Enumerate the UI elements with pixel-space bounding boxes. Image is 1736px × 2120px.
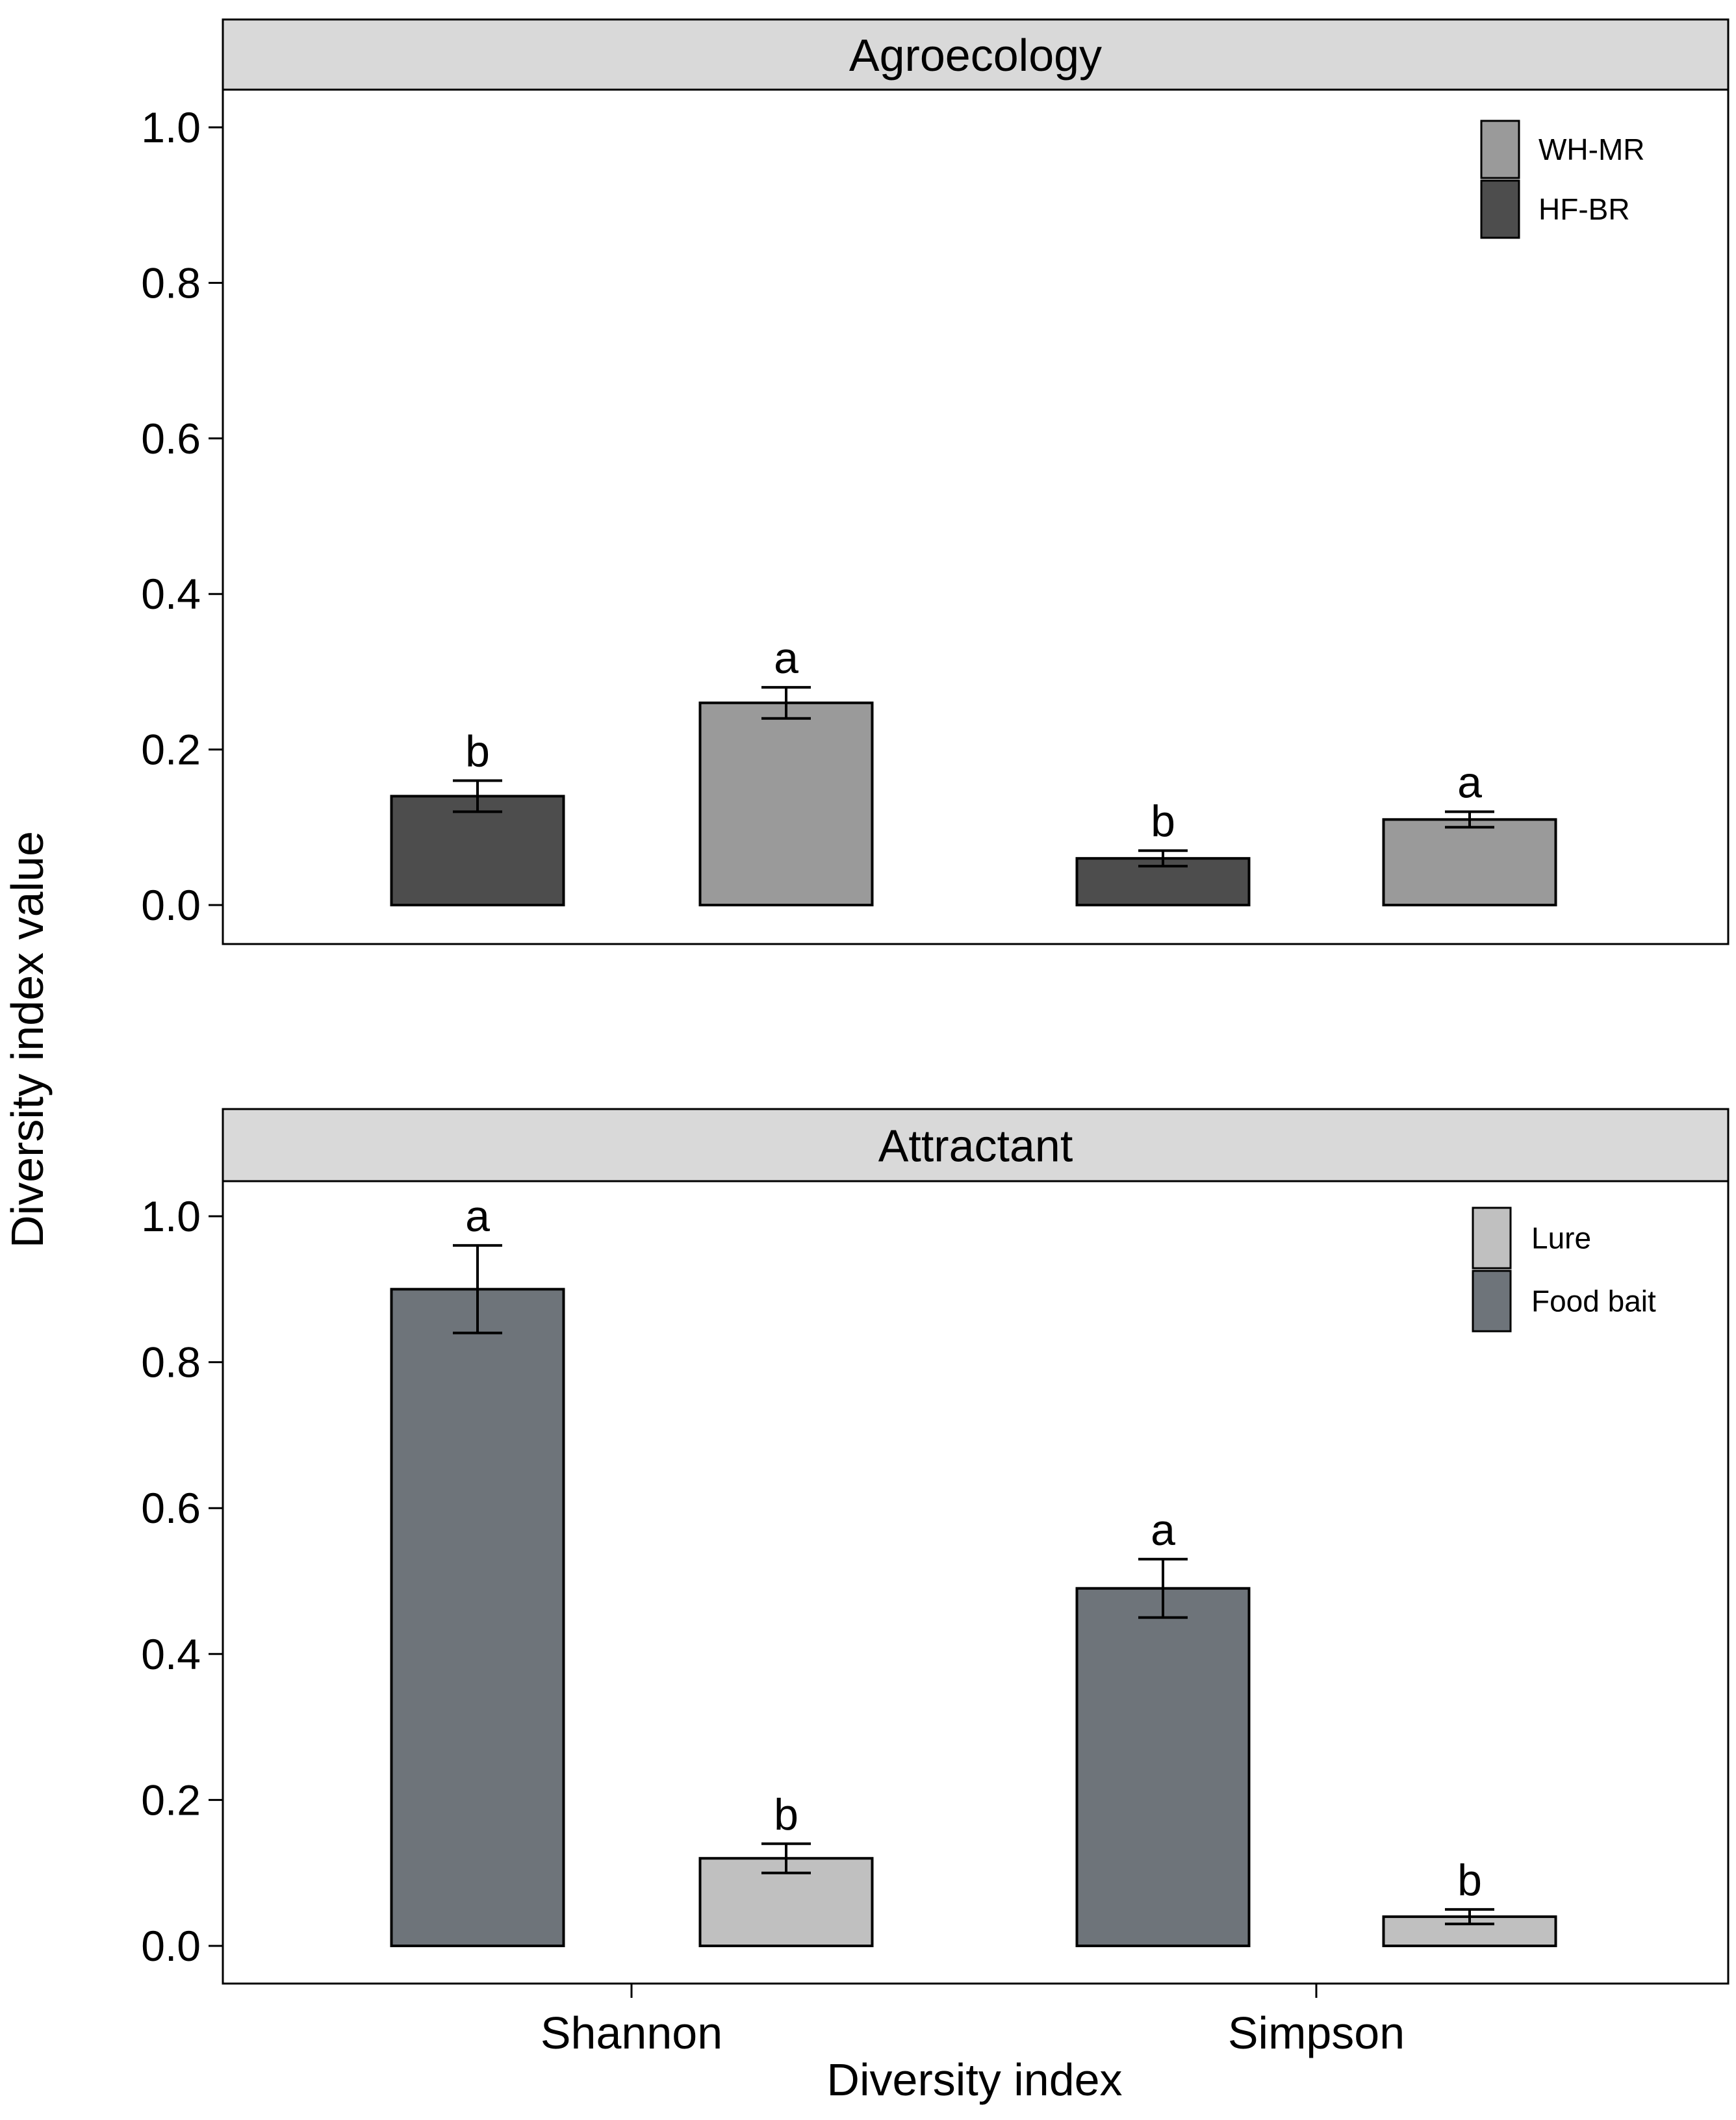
y-tick-label: 0.6 (141, 415, 201, 463)
significance-label: a (1151, 1505, 1175, 1555)
panel-strip (222, 1108, 1730, 1182)
significance-label: a (1457, 758, 1482, 807)
y-tick-label: 1.0 (141, 1192, 201, 1240)
panel-strip (222, 18, 1730, 91)
y-tick-label: 0.8 (141, 1338, 201, 1386)
legend-swatch (1480, 179, 1520, 239)
bar (390, 795, 565, 907)
significance-label: a (465, 1192, 490, 1241)
bar (698, 701, 874, 907)
y-tick-label: 0.4 (141, 1630, 201, 1678)
y-tick-label: 0.6 (141, 1484, 201, 1532)
y-tick-label: 0.2 (141, 726, 201, 774)
bar (1382, 818, 1557, 906)
bar (390, 1288, 565, 1948)
significance-label: b (465, 726, 490, 776)
panel-attractant: Attractant 0.0 0.2 0.4 0.6 0.8 1.0 a a b b Lure Food… (141, 1108, 1730, 2058)
legend-label: HF-BR (1538, 192, 1630, 226)
y-tick-label: 0.8 (141, 259, 201, 307)
y-tick-label: 0.0 (141, 881, 201, 929)
bar (1075, 1587, 1251, 1947)
legend-swatch (1472, 1270, 1512, 1333)
x-axis-title: Diversity index (826, 2054, 1122, 2105)
y-tick-label: 1.0 (141, 103, 201, 151)
legend-swatch (1472, 1207, 1512, 1270)
y-tick-label: 0.4 (141, 570, 201, 618)
significance-label: b (1151, 797, 1175, 846)
legend-label: Lure (1531, 1221, 1591, 1255)
x-tick-label: Simpson (1228, 2008, 1405, 2058)
legend-label: Food bait (1531, 1284, 1656, 1318)
panel-title: Agroecology (849, 30, 1102, 81)
legend-label: WH-MR (1538, 133, 1645, 166)
panel-agroecology: Agroecology 0.0 0.2 0.4 0.6 0.8 1.0 b b a a WH-MR HF… (141, 18, 1730, 945)
y-tick-label: 0.0 (141, 1922, 201, 1970)
significance-label: b (774, 1790, 798, 1839)
significance-label: a (774, 633, 798, 683)
significance-label: b (1457, 1856, 1482, 1905)
legend-swatch (1480, 120, 1520, 179)
y-tick-label: 0.2 (141, 1776, 201, 1824)
x-tick-label: Shannon (541, 2008, 722, 2058)
panel-title: Attractant (878, 1121, 1073, 1171)
y-axis-title: Diversity index value (2, 831, 53, 1248)
